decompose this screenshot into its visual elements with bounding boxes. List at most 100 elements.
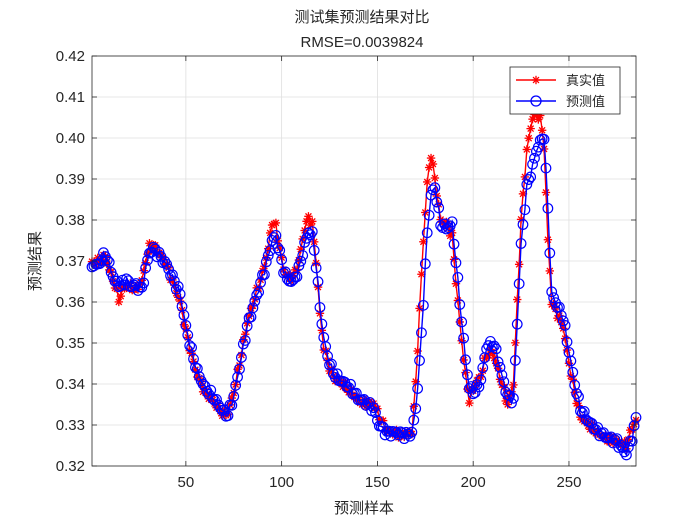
data-point-pred (465, 381, 477, 392)
legend-label-true: 真实值 (566, 73, 605, 89)
asterisk-stroke (423, 178, 431, 186)
data-point-pred (272, 242, 284, 254)
data-point-pred (312, 276, 324, 288)
data-point-pred (417, 299, 429, 311)
data-point-pred (191, 363, 203, 374)
asterisk-stroke (295, 256, 303, 264)
data-point-pred (182, 329, 194, 341)
data-point-pred (506, 397, 517, 409)
data-point-pred (96, 255, 107, 266)
data-point-pred (172, 281, 184, 292)
asterisk-stroke (523, 146, 531, 153)
data-point-true (541, 188, 551, 197)
data-point-pred (427, 184, 439, 196)
asterisk-stroke (419, 238, 427, 246)
data-point-pred (188, 353, 199, 365)
data-point-pred (494, 361, 506, 373)
chart-subtitle: RMSE=0.0039824 (300, 34, 423, 51)
data-point-pred (412, 383, 424, 394)
data-point-pred (268, 232, 280, 243)
data-point-pred (500, 386, 512, 398)
data-point-true (423, 177, 432, 187)
data-point-true (308, 217, 317, 226)
data-point-pred (230, 379, 242, 391)
data-point-pred (567, 366, 579, 378)
data-point-pred (561, 336, 573, 348)
asterisk-stroke (427, 154, 435, 162)
asterisk-stroke (299, 235, 307, 243)
data-point-pred (297, 250, 309, 261)
data-point-pred (410, 403, 422, 414)
data-point-pred (408, 414, 420, 426)
y-tick-label: 0.39 (56, 171, 85, 188)
asterisk-stroke (525, 134, 533, 142)
asterisk-stroke (310, 238, 318, 246)
data-point-pred (306, 226, 318, 238)
data-point-pred (490, 343, 502, 355)
data-point-pred (559, 320, 571, 331)
asterisk-stroke (538, 126, 546, 134)
data-point-pred (511, 318, 523, 330)
data-point-pred (429, 182, 441, 194)
data-point-pred (236, 352, 247, 363)
series-layer (86, 106, 642, 461)
data-point-pred (287, 274, 299, 286)
data-point-pred (542, 202, 554, 214)
asterisk-stroke (308, 217, 316, 225)
data-point-pred (553, 301, 565, 313)
data-point-pred (628, 420, 640, 432)
y-tick-label: 0.40 (56, 130, 85, 147)
x-tick-label: 250 (556, 474, 581, 491)
data-point-pred (186, 342, 198, 353)
data-point-pred (475, 374, 487, 386)
data-point-pred (448, 238, 460, 250)
data-point-pred (565, 355, 577, 367)
data-point-true (537, 126, 547, 135)
data-point-pred (515, 238, 527, 249)
data-point-pred (569, 379, 581, 391)
data-point-pred (301, 232, 312, 244)
y-tick-label: 0.37 (56, 253, 85, 270)
legend: 真实值 预测值 (509, 66, 621, 115)
data-point-pred (161, 258, 173, 270)
y-tick-label: 0.42 (56, 48, 85, 65)
data-point-pred (241, 320, 253, 332)
data-point-pred (440, 223, 452, 235)
data-point-pred (310, 262, 322, 274)
data-point-pred (519, 204, 531, 216)
data-point-pred (488, 340, 500, 352)
data-point-pred (469, 387, 481, 399)
data-point-true (465, 398, 474, 408)
data-point-pred (509, 355, 521, 366)
asterisk-stroke (414, 347, 422, 355)
y-tick-label: 0.38 (56, 212, 85, 229)
data-point-true (426, 153, 436, 163)
asterisk-stroke (582, 417, 590, 425)
data-point-pred (534, 134, 546, 146)
data-point-pred (308, 245, 320, 256)
data-point-pred (477, 362, 489, 374)
data-point-pred (368, 402, 379, 414)
series-pred (86, 133, 642, 461)
data-point-pred (414, 355, 425, 366)
data-point-pred (423, 209, 435, 221)
data-point-pred (262, 250, 274, 261)
data-point-pred (523, 174, 535, 185)
data-point-pred (498, 376, 510, 388)
asterisk-stroke (490, 354, 498, 362)
data-point-pred (291, 271, 303, 283)
data-point-pred (234, 363, 245, 375)
data-point-pred (546, 286, 558, 298)
data-point-pred (458, 332, 470, 344)
x-tick-label: 50 (178, 474, 195, 491)
legend-marker-pred (530, 95, 542, 107)
x-tick-label: 100 (269, 474, 294, 491)
asterisk-stroke (511, 339, 519, 347)
y-tick-label: 0.41 (56, 89, 85, 106)
data-point-pred (527, 158, 538, 170)
data-point-pred (163, 263, 175, 275)
asterisk-stroke (504, 401, 512, 408)
y-tick-label: 0.35 (56, 335, 85, 352)
data-point-pred (456, 316, 468, 328)
data-point-pred (258, 269, 270, 281)
